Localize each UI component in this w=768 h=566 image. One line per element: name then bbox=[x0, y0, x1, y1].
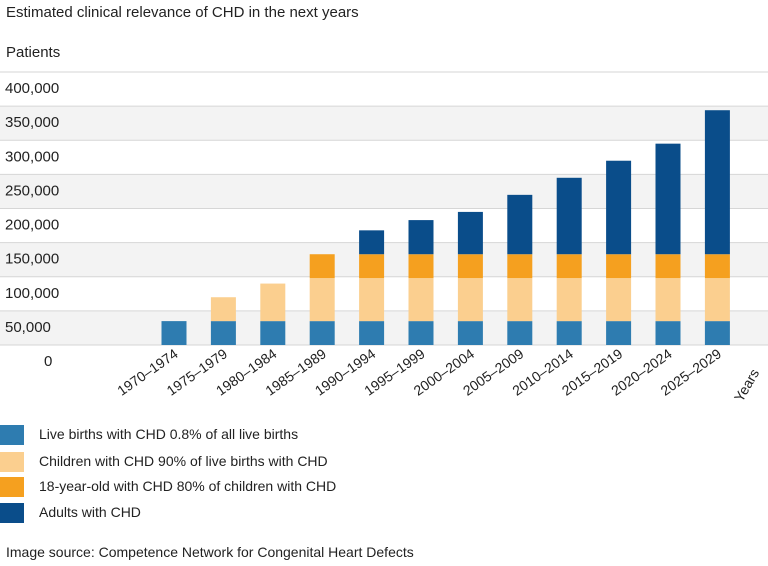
bar-segment-18-year-old bbox=[655, 254, 681, 279]
legend-item-18-year-old: 18-year-old with CHD 80% of children wit… bbox=[0, 477, 420, 499]
stacked-bar-chart: 0 50,000 100,000 150,000 200,000 250,000 300,0… bbox=[0, 71, 768, 405]
bar-segment-children bbox=[556, 278, 582, 322]
bar-segment-18-year-old bbox=[556, 254, 582, 279]
y-tick-label: 250,000 bbox=[5, 182, 59, 199]
y-axis-label: Patients bbox=[6, 44, 61, 61]
bar-segment-live-births bbox=[408, 321, 434, 345]
bar-segment-live-births bbox=[556, 321, 582, 345]
bar-segment-live-births bbox=[260, 321, 286, 345]
bar-segment-live-births bbox=[457, 321, 483, 345]
bars bbox=[161, 110, 730, 345]
y-tick-label: 50,000 bbox=[5, 319, 51, 336]
legend-swatch-live-births bbox=[0, 425, 24, 445]
y-tick-label: 200,000 bbox=[5, 217, 59, 234]
bar-segment-live-births bbox=[655, 321, 681, 345]
image-source-note: Image source: Competence Network for Con… bbox=[6, 544, 414, 560]
bar-segment-live-births bbox=[359, 321, 385, 345]
legend-item-children: Children with CHD 90% of live births wit… bbox=[0, 452, 420, 474]
bar-segment-adults bbox=[606, 160, 632, 255]
bar-segment-children bbox=[309, 278, 335, 322]
y-tick-label: 400,000 bbox=[5, 80, 59, 97]
legend-label-adults: Adults with CHD bbox=[39, 504, 141, 520]
bar-segment-adults bbox=[457, 211, 483, 255]
bar-segment-children bbox=[606, 278, 632, 322]
legend-swatch-adults bbox=[0, 503, 24, 523]
bar-segment-18-year-old bbox=[408, 254, 434, 279]
y-tick-label: 0 bbox=[44, 353, 52, 370]
legend-swatch-18-year-old bbox=[0, 477, 24, 497]
bar-segment-live-births bbox=[606, 321, 632, 345]
bar-segment-children bbox=[507, 278, 533, 322]
x-ticks: 1970–19741975–19791980–19841985–19891990… bbox=[114, 345, 724, 398]
y-tick-label: 300,000 bbox=[5, 148, 59, 165]
bar-segment-adults bbox=[556, 177, 582, 255]
bar-segment-children bbox=[210, 297, 236, 322]
y-tick-label: 150,000 bbox=[5, 251, 59, 268]
bar-segment-children bbox=[359, 278, 385, 322]
x-axis-label: Years bbox=[731, 366, 763, 405]
bar-segment-18-year-old bbox=[309, 254, 335, 279]
bar-segment-live-births bbox=[161, 321, 187, 345]
legend-label-live-births: Live births with CHD 0.8% of all live bi… bbox=[39, 426, 299, 442]
bar-segment-18-year-old bbox=[457, 254, 483, 279]
legend-item-adults: Adults with CHD bbox=[0, 503, 420, 525]
bar-segment-adults bbox=[655, 143, 681, 255]
legend-label-children: Children with CHD 90% of live births wit… bbox=[39, 453, 328, 469]
bar-segment-children bbox=[260, 283, 286, 322]
bar-segment-adults bbox=[408, 220, 434, 255]
grid-band bbox=[0, 106, 768, 141]
bar-segment-18-year-old bbox=[507, 254, 533, 279]
bar-segment-live-births bbox=[309, 321, 335, 345]
y-tick-label: 350,000 bbox=[5, 114, 59, 131]
y-ticks: 0 50,000 100,000 150,000 200,000 250,000 300,0… bbox=[5, 80, 59, 370]
bar-segment-18-year-old bbox=[359, 254, 385, 279]
grid-band bbox=[0, 174, 768, 209]
bar-segment-adults bbox=[507, 194, 533, 255]
bar-segment-adults bbox=[359, 230, 385, 255]
bar-segment-children bbox=[655, 278, 681, 322]
bar-segment-children bbox=[457, 278, 483, 322]
bar-segment-18-year-old bbox=[704, 254, 730, 279]
bar-segment-adults bbox=[704, 110, 730, 255]
bar-segment-live-births bbox=[210, 321, 236, 345]
bar-segment-live-births bbox=[704, 321, 730, 345]
bar-segment-18-year-old bbox=[606, 254, 632, 279]
bar-segment-live-births bbox=[507, 321, 533, 345]
legend-item-live-births: Live births with CHD 0.8% of all live bi… bbox=[0, 425, 420, 447]
legend-swatch-children bbox=[0, 452, 24, 472]
chart-title: Estimated clinical relevance of CHD in t… bbox=[6, 4, 359, 21]
bar-segment-children bbox=[408, 278, 434, 322]
bar-segment-children bbox=[704, 278, 730, 322]
legend-label-18-year-old: 18-year-old with CHD 80% of children wit… bbox=[39, 478, 337, 494]
y-tick-label: 100,000 bbox=[5, 285, 59, 302]
